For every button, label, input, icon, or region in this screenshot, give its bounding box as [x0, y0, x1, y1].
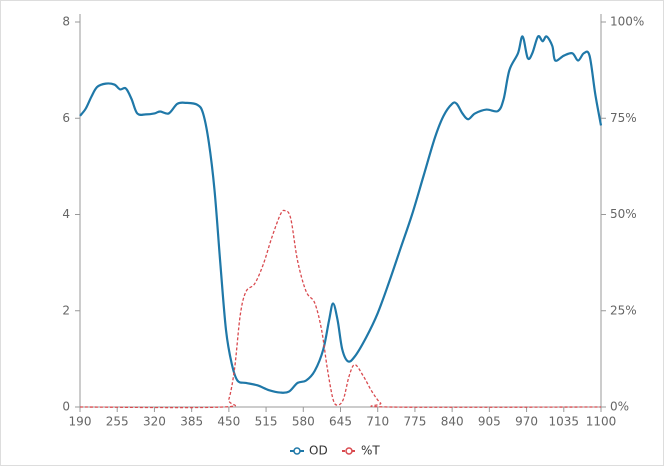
y2-tick-label: 25% [610, 303, 637, 317]
y2-tick-label: 100% [610, 15, 644, 29]
x-tick-label: 580 [292, 415, 315, 429]
x-tick-label: 840 [441, 415, 464, 429]
line [79, 34, 603, 394]
y-tick-label: 4 [62, 207, 70, 221]
y2-tick-label: 0% [610, 400, 629, 414]
x-tick-label: 970 [515, 415, 538, 429]
x-tick-label: 190 [69, 415, 92, 429]
legend-item: %T [342, 444, 380, 458]
legend-marker [345, 447, 353, 455]
y-tick-label: 8 [62, 15, 70, 29]
legend-item: OD [290, 444, 328, 458]
x-tick-label: 255 [106, 415, 129, 429]
legend-label: %T [361, 444, 380, 458]
legend-marker [293, 447, 301, 455]
x-tick-label: 1100 [586, 415, 617, 429]
line [79, 209, 602, 409]
x-tick-label: 775 [403, 415, 426, 429]
x-tick-label: 515 [255, 415, 278, 429]
y-tick-label: 2 [62, 303, 70, 317]
y-tick-label: 6 [62, 111, 70, 125]
y2-tick-label: 75% [610, 111, 637, 125]
y2-tick-label: 50% [610, 207, 637, 221]
x-tick-label: 710 [366, 415, 389, 429]
x-tick-label: 645 [329, 415, 352, 429]
x-tick-label: 385 [180, 415, 203, 429]
legend-label: OD [309, 444, 328, 458]
x-tick-label: 320 [143, 415, 166, 429]
y-tick-label: 0 [62, 400, 70, 414]
x-tick-label: 1035 [549, 415, 580, 429]
x-tick-label: 905 [478, 415, 501, 429]
x-tick-label: 450 [217, 415, 240, 429]
